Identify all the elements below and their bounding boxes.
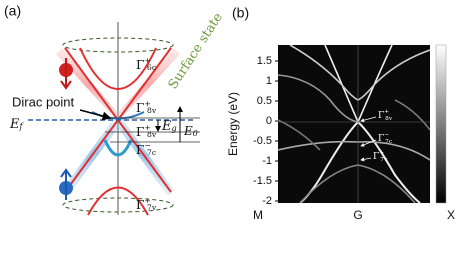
level-labels: Γ+ 6c Γ+ 8v Γ+ 8v Γ− 7c Γ+ 7v <box>136 56 157 212</box>
gamma-label: Γ+ 8v <box>136 123 157 139</box>
y-tick-label: 1.5 <box>257 55 272 67</box>
panel-label: (a) <box>4 3 21 19</box>
panel-label: (b) <box>232 5 249 21</box>
x-tick-label: X <box>447 208 455 222</box>
dirac-point-label: Dirac point <box>12 94 75 109</box>
annotation-arrow <box>360 139 377 147</box>
y-tick-label: -0.5 <box>253 135 272 147</box>
gamma-label: Γ− 7c <box>136 141 157 157</box>
gamma-label: Γ+ 6c <box>136 56 157 72</box>
band-axes: 1.5 1 0.5 0 -0.5 -1 -1.5 -2M G X Γ+ 8v Γ− 7c Γ+ 7v <box>253 55 455 222</box>
y-axis-label: Energy (eV) <box>226 92 240 156</box>
plot-background <box>278 45 430 203</box>
y-tick-label: 0 <box>266 115 272 127</box>
y-tick-label: 0.5 <box>257 95 272 107</box>
annotation-arrow <box>360 157 372 162</box>
ef-label: Ef <box>9 117 25 132</box>
gamma-label: Γ+ 7v <box>373 150 388 163</box>
gamma-label: Γ− 7c <box>378 132 392 145</box>
eg-label: Eg <box>161 119 177 134</box>
annotation-arrow <box>360 116 377 123</box>
gamma-label: Γ+ 7v <box>136 196 157 212</box>
y-tick-label: 1 <box>266 75 272 87</box>
y-tick-label: -1 <box>262 155 272 167</box>
e0-label: E0 <box>183 124 198 139</box>
gamma-label: Γ+ 8v <box>136 99 157 115</box>
x-tick-label: M <box>253 208 263 222</box>
x-tick-label: G <box>353 208 362 222</box>
gamma-label: Γ+ 8v <box>378 109 393 122</box>
colorbar <box>435 44 447 204</box>
y-tick-label: -1.5 <box>253 175 272 187</box>
schematic <box>28 22 200 216</box>
y-tick-label: -2 <box>262 195 272 207</box>
